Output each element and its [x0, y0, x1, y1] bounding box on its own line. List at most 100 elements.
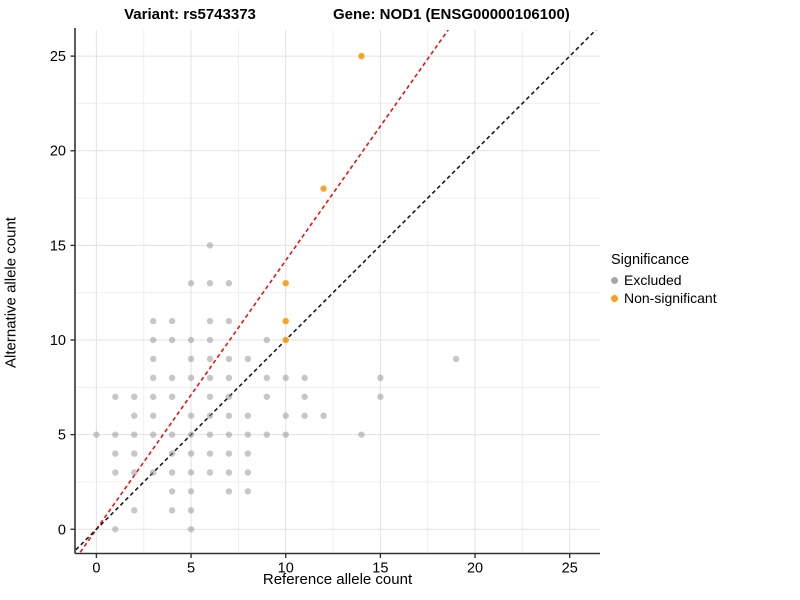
data-point-excluded: [187, 280, 195, 287]
data-point-excluded: [225, 450, 233, 457]
data-point-excluded: [149, 336, 157, 344]
data-point-excluded: [206, 317, 214, 325]
data-point-excluded: [282, 412, 289, 419]
data-point-excluded: [112, 393, 119, 400]
data-point-excluded: [187, 355, 195, 363]
data-point-excluded: [93, 431, 100, 438]
data-point-excluded: [131, 412, 138, 419]
data-point-excluded: [149, 469, 157, 476]
data-point-non-significant: [358, 52, 365, 60]
data-point-excluded: [112, 469, 119, 476]
data-point-excluded: [206, 336, 214, 344]
x-tick-label: 0: [92, 561, 100, 577]
data-point-excluded: [225, 280, 233, 287]
y-tick-label: 25: [50, 49, 66, 65]
data-point-excluded: [187, 507, 195, 514]
x-tick-label: 25: [562, 561, 578, 577]
data-point-excluded: [206, 355, 214, 363]
data-point-excluded: [301, 393, 308, 400]
data-point-excluded: [187, 488, 195, 495]
x-tick-label: 5: [187, 561, 195, 577]
data-point-excluded: [149, 393, 157, 400]
data-point-excluded: [301, 374, 308, 382]
data-point-excluded: [263, 393, 270, 400]
data-point-excluded: [187, 469, 195, 476]
legend-point-icon: [611, 277, 618, 284]
data-point-excluded: [225, 393, 233, 400]
legend-entry-non-significant: Non-significant: [611, 290, 717, 307]
data-point-excluded: [168, 374, 176, 382]
legend-entry-label: Non-significant: [624, 290, 717, 306]
data-point-excluded: [187, 431, 195, 438]
data-point-excluded: [452, 355, 460, 363]
y-tick-label: 5: [58, 428, 66, 444]
data-point-excluded: [149, 412, 157, 419]
data-point-non-significant: [282, 317, 289, 325]
legend-point-icon: [611, 295, 618, 302]
data-point-excluded: [225, 469, 233, 476]
data-point-excluded: [187, 374, 195, 382]
y-tick-label: 20: [50, 144, 66, 160]
data-point-excluded: [112, 526, 119, 533]
data-point-excluded: [131, 393, 138, 400]
data-point-excluded: [244, 412, 252, 419]
y-tick-label: 15: [50, 238, 66, 254]
y-tick-label: 10: [50, 333, 66, 349]
data-point-excluded: [206, 242, 214, 249]
data-point-non-significant: [282, 280, 289, 287]
data-point-excluded: [149, 374, 157, 382]
data-point-non-significant: [320, 185, 327, 192]
legend-title: Significance: [611, 252, 690, 268]
data-point-excluded: [263, 336, 270, 344]
data-point-excluded: [225, 488, 233, 495]
data-point-excluded: [131, 431, 138, 438]
data-point-excluded: [149, 355, 157, 363]
data-point-excluded: [225, 355, 233, 363]
legend: Significance Excluded Non-significant: [611, 252, 717, 308]
data-point-excluded: [187, 450, 195, 457]
data-point-excluded: [168, 507, 176, 514]
data-point-excluded: [168, 336, 176, 344]
data-point-excluded: [206, 412, 214, 419]
data-point-excluded: [244, 355, 252, 363]
data-point-excluded: [206, 374, 214, 382]
data-point-excluded: [187, 412, 195, 419]
data-point-excluded: [187, 336, 195, 344]
data-point-excluded: [263, 431, 270, 438]
gene-title: Gene: NOD1 (ENSG00000106100): [333, 6, 570, 23]
data-point-excluded: [187, 526, 195, 533]
data-point-excluded: [112, 450, 119, 457]
data-point-excluded: [131, 507, 138, 514]
y-tick-label: 0: [58, 522, 66, 538]
data-point-excluded: [131, 469, 138, 476]
variant-title: Variant: rs5743373: [124, 6, 256, 23]
data-point-excluded: [206, 450, 214, 457]
data-point-excluded: [168, 469, 176, 476]
data-point-excluded: [131, 450, 138, 457]
x-tick-label: 20: [467, 561, 483, 577]
data-point-excluded: [149, 317, 157, 325]
data-point-excluded: [301, 412, 308, 419]
legend-entry-excluded: Excluded: [611, 272, 717, 289]
data-point-excluded: [206, 280, 214, 287]
x-axis-title: Reference allele count: [262, 571, 413, 588]
data-point-excluded: [377, 374, 384, 382]
data-point-excluded: [168, 431, 176, 438]
data-point-excluded: [377, 393, 384, 400]
y-axis-title: Alternative allele count: [2, 217, 20, 368]
data-point-excluded: [263, 374, 270, 382]
data-point-excluded: [244, 488, 252, 495]
data-point-excluded: [225, 374, 233, 382]
data-point-excluded: [244, 469, 252, 476]
expected-ratio-line: [78, 30, 450, 554]
data-point-excluded: [225, 317, 233, 325]
data-point-excluded: [168, 317, 176, 325]
data-point-excluded: [244, 450, 252, 457]
x-tick-label: 10: [278, 561, 294, 577]
legend-entry-label: Excluded: [624, 272, 682, 288]
data-point-excluded: [206, 469, 214, 476]
data-point-excluded: [358, 431, 365, 438]
data-point-excluded: [244, 431, 252, 438]
